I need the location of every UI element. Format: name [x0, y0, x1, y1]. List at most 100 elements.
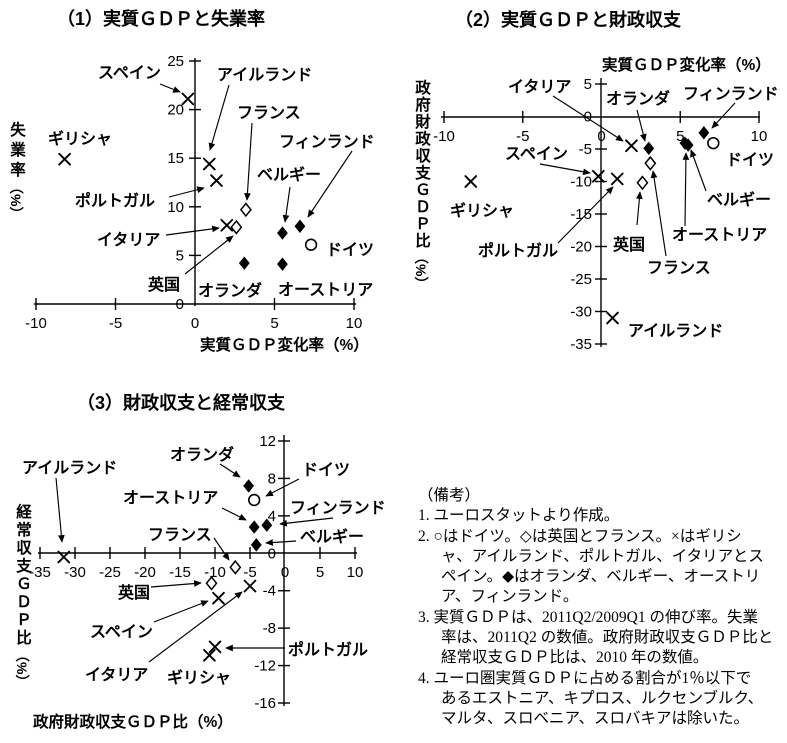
- note-line: あるエストニア、キプロス、ルクセンブルク、: [441, 689, 764, 707]
- y-tick-label: 0: [584, 109, 592, 126]
- y-axis-title-unit: （%）: [14, 648, 30, 688]
- y-tick-label: 12: [259, 433, 276, 450]
- x-tick-label: -5: [516, 128, 529, 145]
- data-point-cross: [181, 92, 195, 106]
- y-tick-label: -25: [570, 271, 592, 288]
- country-label: スペイン: [90, 624, 153, 641]
- data-point-diamond_filled: [698, 126, 710, 140]
- country-label: ポルトガル: [478, 241, 558, 260]
- x-tick-label: -5: [109, 315, 122, 332]
- data-point-diamond_open: [636, 175, 649, 191]
- y-axis-title-char: 収: [415, 147, 431, 165]
- y-tick-label: 20: [167, 102, 184, 119]
- y-tick-label: 0: [176, 296, 184, 313]
- y-axis-title-char: Ｇ: [415, 182, 431, 199]
- y-axis-title-char: Ｇ: [16, 576, 32, 593]
- country-label: オーストリア: [123, 489, 218, 507]
- country-label: ベルギー: [257, 165, 321, 184]
- data-point-diamond_filled: [261, 518, 273, 532]
- y-axis-title-char: Ｄ: [16, 594, 32, 611]
- annotation-arrow: [307, 150, 353, 218]
- annotation-arrow: [557, 186, 614, 244]
- country-label: スペイン: [98, 65, 161, 82]
- x-tick-label: 0: [191, 315, 199, 332]
- data-point-diamond_open: [239, 202, 252, 218]
- data-point-diamond_filled: [238, 256, 250, 270]
- country-label: オランダ: [606, 89, 670, 108]
- country-label: 英国: [612, 235, 645, 254]
- note-line: 1. ユーロスタットより作成。: [418, 507, 620, 525]
- y-tick-label: 25: [167, 53, 184, 70]
- annotation-arrow: [184, 235, 234, 275]
- y-tick-label: -5: [579, 141, 592, 158]
- x-tick-label: 10: [347, 564, 364, 581]
- country-label: ポルトガル: [288, 640, 368, 659]
- data-point-diamond_filled: [682, 138, 694, 152]
- y-tick-label: 5: [176, 247, 184, 264]
- annotation-arrow: [650, 170, 667, 257]
- chart-title: （1）実質ＧＤＰと失業率: [57, 8, 265, 29]
- data-point-diamond_filled: [248, 520, 260, 534]
- country-label: オランダ: [170, 445, 234, 464]
- annotation-arrow: [682, 152, 690, 227]
- data-point-circle_open: [707, 136, 720, 150]
- note-line: 率は、2011Q2 の数値。政府財政収支ＧＤＰ比と: [441, 629, 774, 647]
- data-point-cross: [57, 550, 71, 564]
- notes-block: （備考） 1. ユーロスタットより作成。 2. ○はドイツ。◇は英国とフランス。×は…: [418, 486, 786, 730]
- note-line: 4. ユーロ圏実質ＧＤＰに占める割合が1％以下で: [418, 669, 752, 687]
- note-line: マルタ、スロベニア、スロバキアは除いた。: [441, 710, 749, 728]
- x-tick-label: -10: [433, 128, 455, 145]
- annotation-arrow: [219, 463, 241, 478]
- data-point-diamond_filled: [643, 141, 655, 156]
- country-label: ドイツ: [326, 242, 374, 259]
- y-tick-label: -15: [570, 206, 592, 223]
- data-point-circle_open: [248, 493, 261, 507]
- data-point-cross: [212, 591, 225, 605]
- y-axis-title-unit: （%）: [8, 180, 24, 220]
- y-tick-label: -12: [254, 658, 276, 675]
- y-tick-label: 4: [268, 508, 276, 525]
- country-label: ベルギー: [300, 527, 364, 546]
- annotation-arrow: [55, 477, 65, 543]
- y-tick-label: -10: [570, 174, 592, 191]
- y-tick-label: -20: [570, 239, 592, 256]
- data-point-cross: [610, 172, 624, 186]
- country-label: ドイツ: [302, 462, 350, 479]
- y-axis-title-unit: （%）: [413, 250, 429, 290]
- y-axis-title-char: Ｐ: [415, 216, 431, 233]
- data-point-cross: [210, 174, 223, 187]
- data-point-diamond_filled: [277, 257, 288, 271]
- y-tick-label: -30: [570, 304, 592, 321]
- country-label: ベルギー: [707, 190, 771, 209]
- country-label: フランス: [148, 527, 212, 544]
- y-tick-label: -16: [254, 695, 276, 712]
- data-point-cross: [203, 648, 216, 662]
- y-tick-label: 10: [167, 199, 184, 216]
- y-axis-title-char: 失: [10, 120, 26, 139]
- annotation-arrow: [165, 225, 220, 236]
- annotation-arrow: [690, 149, 707, 192]
- country-label: フィンランド: [279, 134, 375, 151]
- country-label: フィンランド: [683, 86, 779, 103]
- y-axis-title-char: Ｐ: [16, 612, 32, 629]
- data-point-cross: [606, 311, 619, 325]
- data-point-diamond_filled: [243, 479, 254, 493]
- annotation-arrow: [265, 539, 297, 546]
- data-point-cross: [58, 152, 71, 166]
- y-axis-title-char: 比: [16, 629, 32, 647]
- country-label: ドイツ: [726, 152, 774, 169]
- y-tick-label: 8: [268, 470, 276, 487]
- annotation-arrow: [168, 186, 205, 198]
- country-label: ポルトガル: [75, 191, 155, 210]
- country-label: スペイン: [505, 146, 568, 163]
- data-point-diamond_filled: [294, 219, 306, 233]
- chart-title: （3）財政収支と経常収支: [77, 392, 286, 413]
- x-tick-label: -30: [64, 564, 86, 581]
- data-point-diamond_open: [229, 559, 242, 575]
- note-line: （備考）: [418, 487, 481, 504]
- x-tick-label: -15: [169, 564, 191, 581]
- x-tick-label: -25: [99, 564, 121, 581]
- country-label: イタリア: [85, 666, 148, 684]
- country-label: アイルランド: [628, 323, 723, 340]
